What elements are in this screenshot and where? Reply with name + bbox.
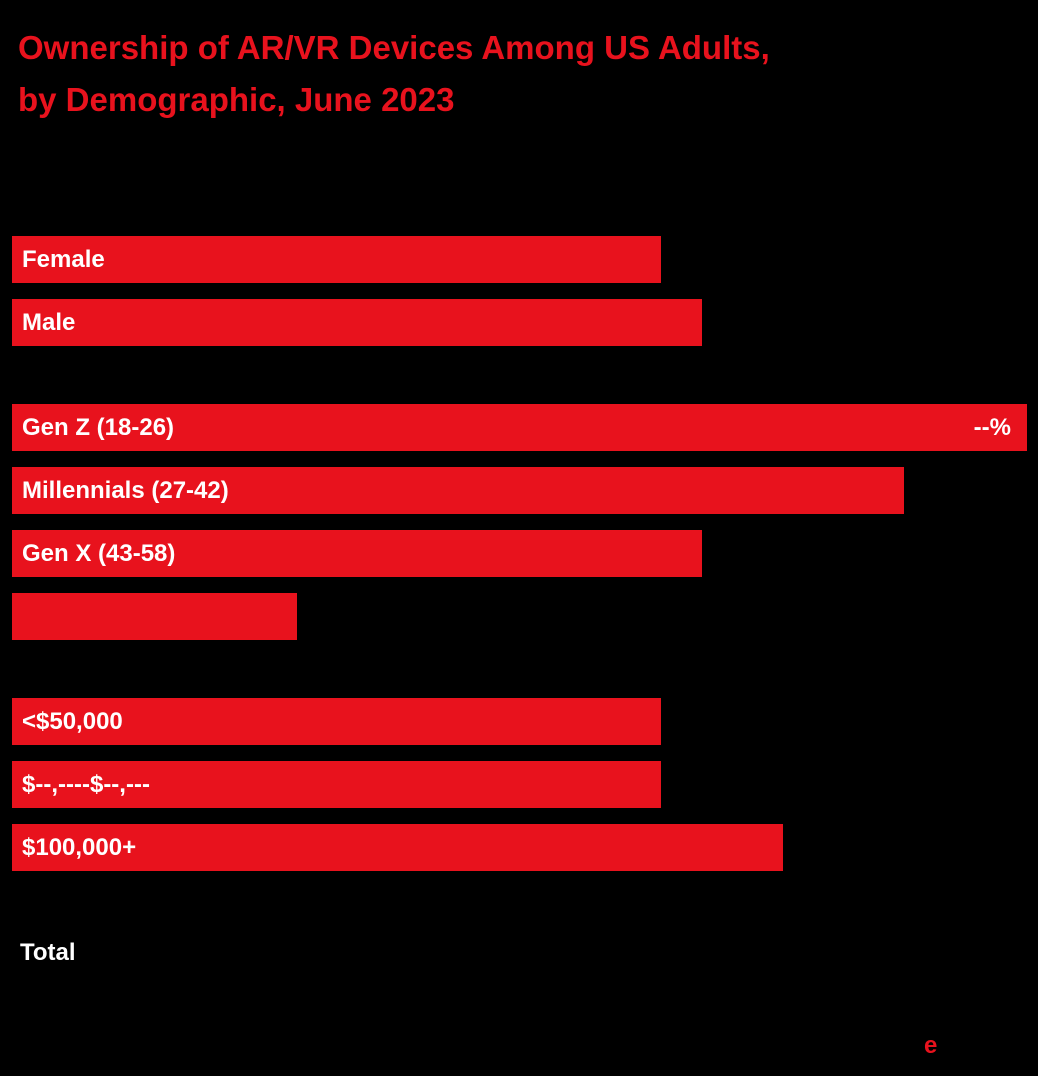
bar-label: Gen X (43-58) <box>22 540 176 567</box>
bar-label: $--,----$--,--- <box>22 771 150 798</box>
bar: $100,000+ <box>12 824 783 871</box>
bar-label: <$50,000 <box>22 708 123 735</box>
bar-value: --% <box>973 414 1011 441</box>
bar-row: Gen Z (18-26) --% <box>12 404 1027 451</box>
bar-label: $100,000+ <box>22 834 137 861</box>
bar: $--,----$--,--- <box>12 761 661 808</box>
bar: Gen X (43-58) <box>12 530 702 577</box>
bar-label: Female <box>22 246 105 273</box>
bar-row <box>12 593 297 640</box>
chart-title: Ownership of AR/VR Devices Among US Adul… <box>18 22 770 126</box>
bar-row: $100,000+ <box>12 824 783 871</box>
brand-logo-fragment: e <box>924 1032 938 1059</box>
bar-row: Millennials (27-42) <box>12 467 904 514</box>
bar-label: Male <box>22 309 76 336</box>
chart-title-line1: Ownership of AR/VR Devices Among US Adul… <box>18 29 770 66</box>
bar-label: Gen Z (18-26) <box>22 414 175 441</box>
bar-row: Male <box>12 299 702 346</box>
bar-row: Total <box>12 929 312 976</box>
bar-row: Female <box>12 236 661 283</box>
row-label: Total <box>20 939 76 966</box>
bar-row: <$50,000 <box>12 698 661 745</box>
bar-label: Millennials (27-42) <box>22 477 229 504</box>
bar: Gen Z (18-26) --% <box>12 404 1027 451</box>
chart-title-line2: by Demographic, June 2023 <box>18 81 455 118</box>
bar: <$50,000 <box>12 698 661 745</box>
bar-row: $--,----$--,--- <box>12 761 661 808</box>
bar-row: Gen X (43-58) <box>12 530 702 577</box>
bar <box>12 593 297 640</box>
bar: Female <box>12 236 661 283</box>
bar: Male <box>12 299 702 346</box>
bar: Millennials (27-42) <box>12 467 904 514</box>
